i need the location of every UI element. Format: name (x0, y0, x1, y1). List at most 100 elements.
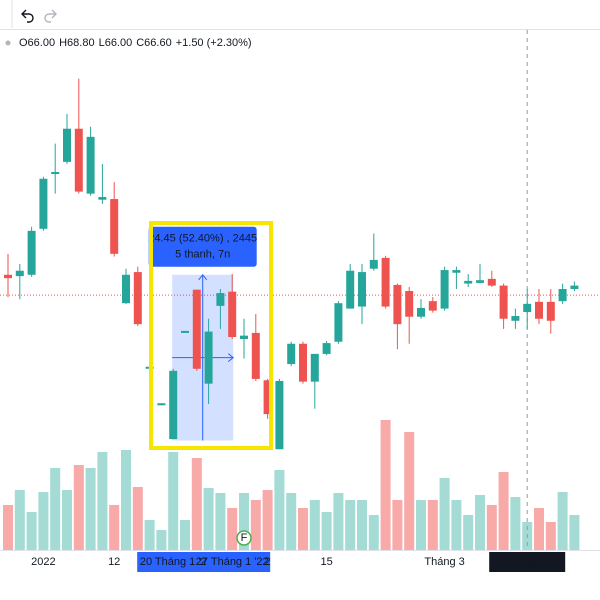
candle-body (98, 197, 107, 200)
volume-bar (168, 452, 179, 550)
candle-body (240, 335, 248, 340)
candle-body (558, 288, 567, 302)
ohlc-value: H68.80 (59, 37, 94, 49)
volume-bar (180, 520, 190, 550)
volume-bar (298, 508, 308, 550)
volume-bar (121, 450, 131, 550)
volume-bar (26, 512, 37, 550)
volume-bar (451, 500, 462, 550)
candle-body (346, 270, 355, 309)
x-tick-label: 27 Tháng 1 '22 (196, 556, 269, 568)
candle-body (204, 331, 213, 384)
candle-body (440, 270, 449, 309)
volume-bar (427, 500, 438, 550)
redo-button[interactable] (44, 9, 57, 23)
volume-bar (97, 452, 108, 550)
candle-body (216, 293, 225, 306)
x-tick-label: 15 (320, 556, 332, 568)
price-change: +1.50 (+2.30%) (176, 37, 252, 49)
candle-body (369, 259, 378, 269)
candle-body (63, 128, 71, 162)
candle-body (263, 380, 272, 415)
candle-body (86, 136, 95, 194)
x-tick-label: 2022 (31, 556, 55, 568)
volume-bar (38, 492, 49, 550)
candle-body (499, 285, 508, 319)
volume-bar (274, 470, 285, 550)
x-range-highlight (137, 552, 271, 572)
candle-body (546, 301, 555, 321)
volume-bar (345, 500, 356, 550)
measure-label-box (148, 226, 257, 267)
volume-bar (262, 490, 273, 550)
candle-body (299, 343, 307, 382)
candle-body (322, 343, 331, 354)
volume-bar (569, 515, 580, 550)
x-tick-label: 20 Tháng 1 '2 (140, 556, 207, 568)
candle-body (27, 230, 36, 275)
volume-bar (416, 500, 426, 550)
candle-body (287, 343, 296, 365)
volume-bar (73, 465, 84, 550)
candle-body (523, 303, 532, 312)
volume-bar (368, 515, 379, 550)
measure-sublabel: 5 thanh, 7n (175, 249, 230, 261)
candle-body (251, 332, 260, 379)
volume-bar (132, 487, 143, 550)
ohlc-legend: O66.00 H68.80 L66.00 C66.60 +1.50 (+2.30%) (19, 37, 252, 49)
volume-bar (3, 505, 13, 550)
candle-body (157, 403, 166, 406)
volume-bar (14, 490, 25, 550)
volume-bar (498, 472, 509, 550)
candle-body (487, 278, 496, 286)
volume-bar (286, 493, 297, 550)
volume-bar (380, 420, 391, 550)
undo-button[interactable] (21, 9, 34, 23)
candle-body (428, 301, 437, 311)
volume-bar (215, 493, 226, 550)
ohlc-value: L66.00 (99, 37, 133, 49)
volume-bar (404, 432, 415, 550)
volume-bar (321, 512, 332, 550)
volume-bar (534, 508, 544, 550)
crosshair-label-box (489, 552, 566, 572)
candle-body (334, 303, 343, 342)
candle-body (358, 272, 366, 307)
volume-bar (144, 520, 155, 550)
status-dot (5, 40, 11, 46)
plot: 24.45 (52.40%) , 2445 5 thanh, 7n F 2022 12 2… (0, 30, 600, 572)
candle-body (381, 257, 390, 307)
volume-bar (357, 500, 367, 550)
candle-body (417, 307, 425, 317)
volume-bar (85, 468, 96, 550)
candle-body (181, 330, 189, 333)
volume-bar (333, 493, 344, 550)
candle-body (39, 178, 48, 229)
volume-bar (557, 492, 568, 550)
volume-bar (50, 468, 61, 550)
volume-bar (510, 497, 521, 550)
volume-bar (463, 515, 474, 550)
candle-body (15, 270, 24, 277)
volume-bar (62, 490, 72, 550)
volume-bar (203, 488, 214, 550)
event-marker-label: F (241, 532, 248, 544)
event-marker (236, 530, 252, 546)
volume-bar (475, 495, 485, 550)
candle-body (51, 172, 60, 175)
candle-body (4, 274, 12, 279)
measure-arrows (172, 273, 235, 441)
candle-body (192, 289, 201, 369)
candle-body (511, 316, 520, 321)
candle-body (74, 128, 83, 192)
x-tick-label: 10 Tháng 3 '22 (491, 556, 564, 568)
volume-bar (156, 530, 167, 550)
volume-bar (250, 500, 261, 550)
volume-bar (227, 508, 238, 550)
candle-body (570, 285, 579, 289)
candle-body (133, 272, 142, 325)
x-tick-label: 2 (265, 556, 271, 568)
candle-body (310, 353, 319, 382)
volume-bar (309, 500, 320, 550)
